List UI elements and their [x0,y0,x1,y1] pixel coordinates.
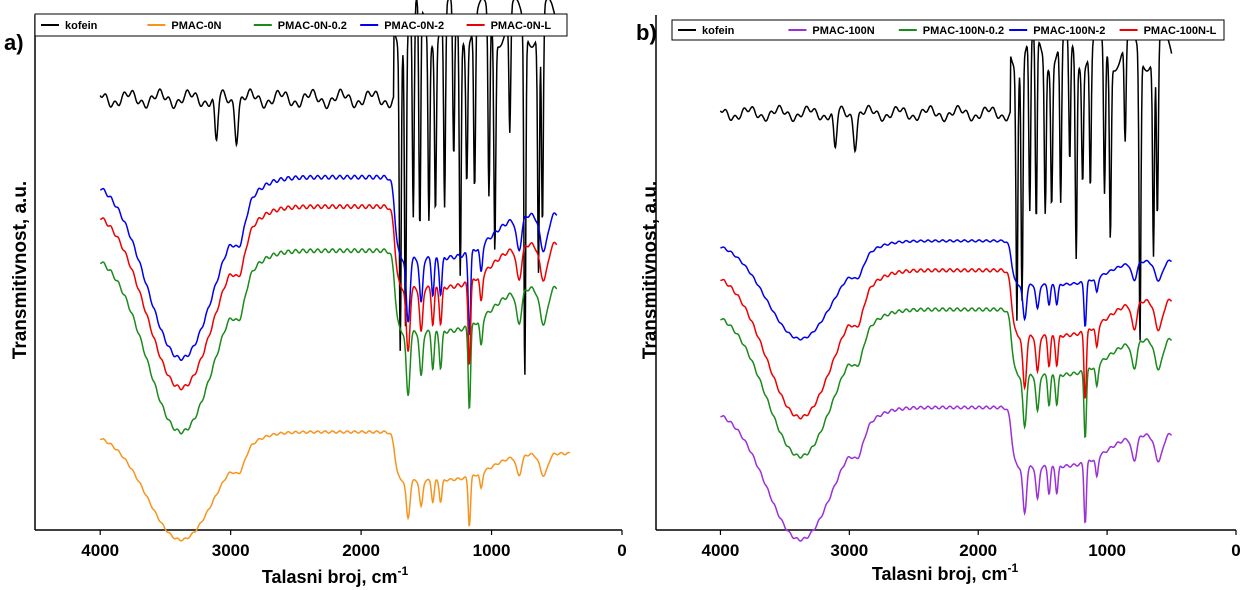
x-axis-label-text-a: Talasni broj, cm [262,567,398,587]
x-ticks-b: 4000 3000 2000 1000 0 [702,530,1241,560]
legend-label: PMAC-100N-L [1144,25,1217,37]
legend-a: kofein PMAC-0N PMAC-0N-0.2 PMAC-0N-2 PMAC-0N… [34,13,568,37]
series-line-PMAC-0N-L [100,203,558,391]
x-tick-b: 1000 [1088,541,1126,560]
x-axis-label-a: Talasni broj, cm-1 [262,564,409,587]
x-tick-a: 1000 [473,541,511,560]
panel-b: b) 4000 3000 2000 1000 0 Talasni broj, c… [636,15,1241,584]
x-tick-b: 3000 [830,541,868,560]
series-group-b [719,30,1173,542]
series-line-PMAC-0N [100,430,571,542]
y-axis-label-a: Transmitivnost, a.u. [10,181,31,359]
x-axis-label-sup-a: -1 [398,564,409,578]
legend-b: kofein PMAC-100N PMAC-100N-0.2 PMAC-100N-2 P… [671,19,1225,41]
series-line-PMAC-0N-0.2 [100,248,558,435]
x-axis-label-sup-b: -1 [1008,561,1019,575]
x-tick-a: 2000 [342,541,380,560]
x-tick-b: 4000 [702,541,740,560]
x-tick-b: 2000 [959,541,997,560]
series-line-PMAC-100N-L [720,267,1173,420]
legend-label: PMAC-100N-2 [1033,25,1105,37]
series-line-PMAC-100N [720,405,1173,542]
legend-label: PMAC-100N [812,25,874,37]
panel-a: a) 4000 3000 2000 1000 0 Talasni broj, c… [4,0,627,587]
legend-label: PMAC-100N-0.2 [923,25,1004,37]
x-ticks-a: 4000 3000 2000 1000 0 [81,530,627,560]
series-line-PMAC-100N-0.2 [720,307,1173,459]
panel-label-b: b) [636,20,657,45]
x-tick-a: 3000 [212,541,250,560]
series-group-a [99,0,571,542]
series-line-PMAC-100N-2 [720,239,1172,341]
legend-label: PMAC-0N-0.2 [278,20,347,32]
legend-label: PMAC-0N-L [491,20,552,32]
x-tick-a: 0 [617,541,626,560]
x-axis-label-b: Talasni broj, cm-1 [872,561,1019,584]
series-line-kofein [99,0,558,375]
legend-label: PMAC-0N-2 [384,20,444,32]
legend-label: kofein [702,25,735,37]
series-line-kofein [719,30,1173,341]
legend-box-a [34,13,568,37]
series-line-PMAC-0N-2 [100,174,558,362]
legend-box-b [671,19,1225,41]
x-tick-b: 0 [1231,541,1240,560]
x-axis-label-text-b: Talasni broj, cm [872,564,1008,584]
y-axis-label-b: Transmitivnost, a.u. [640,181,661,359]
legend-label: PMAC-0N [171,20,221,32]
panel-label-a: a) [4,30,24,55]
legend-label: kofein [65,20,98,32]
x-tick-a: 4000 [81,541,119,560]
